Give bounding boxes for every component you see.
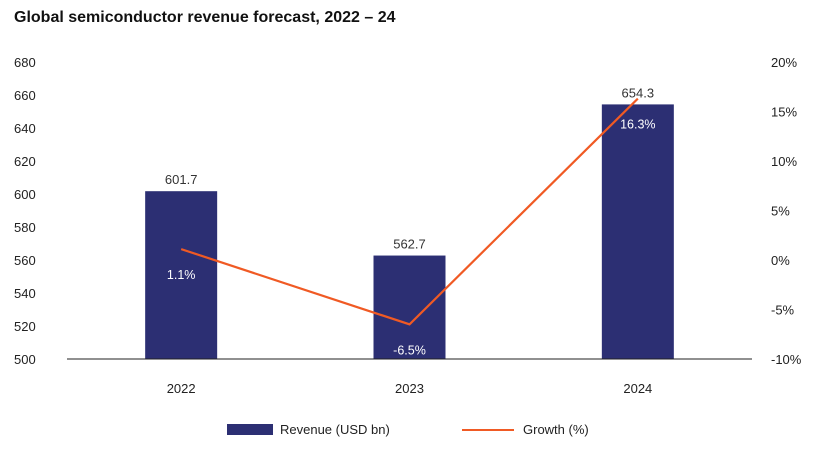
y-left-tick-label: 580 [14,220,36,235]
y-left-tick-label: 620 [14,154,36,169]
y-right-tick-label: 0% [771,253,790,268]
y-right-tick-label: 10% [771,154,797,169]
y-right-tick-label: -5% [771,303,795,318]
y-left-tick-label: 680 [14,55,36,70]
y-left-tick-label: 600 [14,187,36,202]
x-tick-label: 2024 [623,381,652,396]
y-left-tick-label: 500 [14,352,36,367]
revenue-bar [373,255,446,359]
legend-label-revenue: Revenue (USD bn) [280,422,390,437]
y-left-tick-label: 640 [14,121,36,136]
revenue-data-label: 601.7 [165,172,198,187]
growth-line [180,97,639,326]
y-left-tick-label: 540 [14,286,36,301]
legend-swatch-line [462,428,514,431]
growth-data-label: 1.1% [167,268,196,282]
y-right-tick-label: 15% [771,105,797,120]
legend-label-growth: Growth (%) [523,422,589,437]
revenue-data-label: 562.7 [393,237,426,252]
chart-legend: Revenue (USD bn) Growth (%) [0,422,830,444]
chart-title: Global semiconductor revenue forecast, 2… [14,9,396,26]
x-tick-label: 2023 [395,381,424,396]
legend-item-revenue: Revenue (USD bn) [227,422,390,437]
y-left-tick-label: 560 [14,253,36,268]
revenue-bar [145,191,218,359]
y-left-tick-label: 660 [14,88,36,103]
x-tick-label: 2022 [167,381,196,396]
y-right-tick-label: -10% [771,352,802,367]
growth-data-label: 16.3% [620,118,655,132]
growth-data-label: -6.5% [393,343,426,357]
legend-swatch-bar [227,424,273,435]
legend-item-growth: Growth (%) [462,422,589,437]
y-right-tick-label: 20% [771,55,797,70]
y-right-tick-label: 5% [771,204,790,219]
revenue-data-label: 654.3 [622,85,655,100]
y-left-tick-label: 520 [14,319,36,334]
revenue-bar [601,104,674,359]
